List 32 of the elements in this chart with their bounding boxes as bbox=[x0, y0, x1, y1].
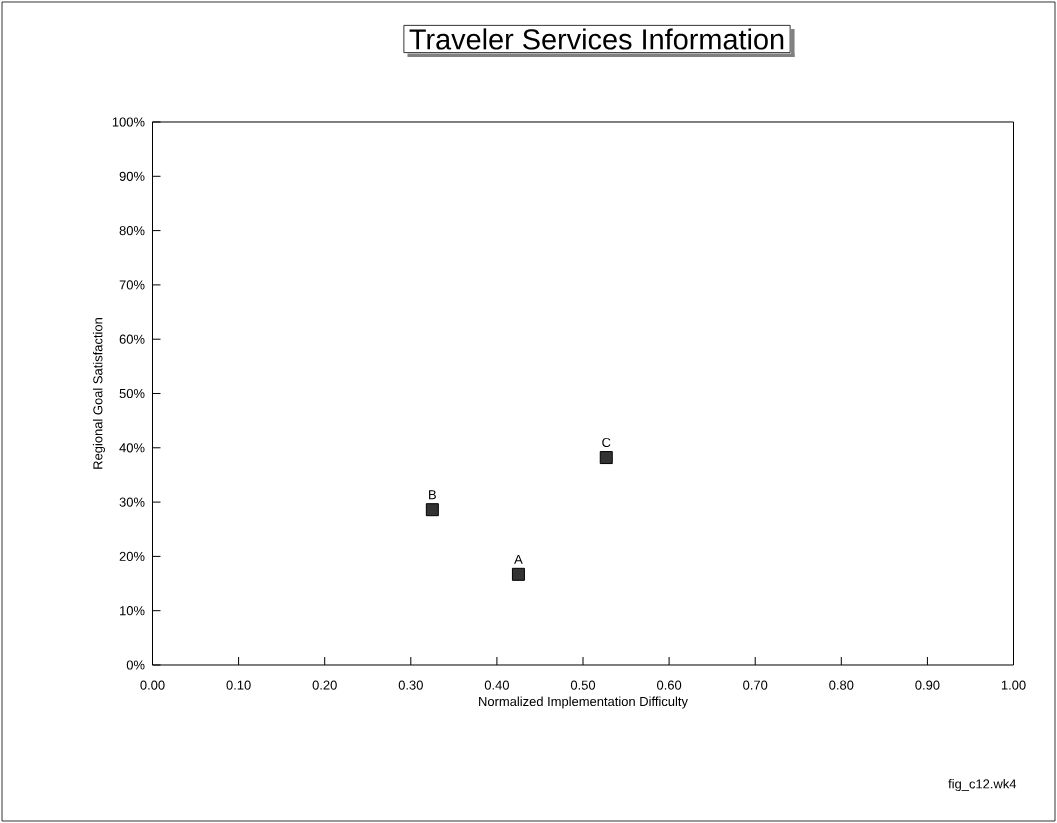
y-tick-label: 30% bbox=[119, 497, 145, 507]
x-tick-label: 0.20 bbox=[312, 680, 337, 690]
y-axis-title: Regional Goal Satisfaction bbox=[92, 318, 106, 469]
x-tick-label: 0.10 bbox=[226, 680, 251, 690]
y-tick-label: 100% bbox=[112, 117, 145, 127]
text: fig_c12.wk4 bbox=[948, 778, 1017, 792]
annotation: C bbox=[602, 437, 611, 448]
y-tick-label: 50% bbox=[119, 388, 145, 399]
y-tick-label: 20% bbox=[119, 551, 145, 561]
y-tick-label: 80% bbox=[119, 226, 145, 236]
x-axis-title: Normalized Implementation Difficulty bbox=[479, 696, 688, 709]
x-tick-label: 1.00 bbox=[1001, 680, 1026, 690]
y-tick-label: 60% bbox=[119, 334, 145, 344]
x-tick-label: 0.30 bbox=[398, 680, 423, 690]
point bbox=[511, 567, 525, 581]
y-tick-label: 0% bbox=[126, 660, 145, 670]
point bbox=[425, 503, 439, 517]
x-tick-label: 0.80 bbox=[829, 680, 854, 690]
x-tick-label: 0.90 bbox=[915, 680, 940, 690]
x-tick-label: 0.40 bbox=[484, 680, 510, 690]
x-tick-label: 0.70 bbox=[743, 680, 768, 690]
y-tick-label: 10% bbox=[120, 606, 145, 616]
point bbox=[599, 451, 613, 465]
chart-title: Traveler Services Information bbox=[409, 28, 784, 50]
x-tick-label: 0.50 bbox=[570, 680, 596, 690]
y-tick-label: 90% bbox=[119, 171, 145, 181]
x-tick-label: 0.00 bbox=[140, 680, 165, 690]
x-tick-label: 0.60 bbox=[657, 680, 682, 690]
annotation: B bbox=[429, 490, 436, 500]
y-tick-label: 40% bbox=[119, 443, 145, 453]
y-tick-label: 70% bbox=[119, 280, 145, 290]
annotation: A bbox=[514, 554, 523, 564]
